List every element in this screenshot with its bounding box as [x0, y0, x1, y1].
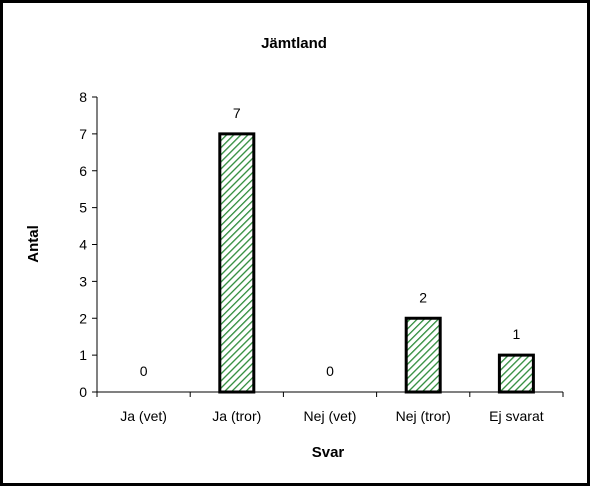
- data-label: 1: [513, 326, 521, 342]
- x-tick-label: Ja (vet): [120, 408, 167, 424]
- plot-area: 0 1 2 3 4 5 6 7 8 Ja (vet) Ja (tror) Nej (vet) Nej (…: [79, 89, 564, 424]
- x-tick-label: Nej (tror): [396, 408, 451, 424]
- y-tick-label: 3: [79, 273, 87, 289]
- x-tick-label: Nej (vet): [304, 408, 357, 424]
- y-axis-label: Antal: [25, 225, 42, 263]
- data-label: 0: [140, 363, 148, 379]
- bar: [218, 132, 256, 394]
- y-tick-label: 1: [79, 347, 87, 363]
- bar: [497, 353, 535, 394]
- data-label: 2: [419, 289, 427, 305]
- y-tick-label: 5: [79, 200, 87, 216]
- y-tick-label: 2: [79, 310, 87, 326]
- x-tick-label: Ja (tror): [212, 408, 261, 424]
- y-tick-label: 7: [79, 126, 87, 142]
- bar: [404, 316, 442, 394]
- chart-title: Jämtland: [261, 35, 327, 52]
- y-tick-label: 8: [79, 89, 87, 105]
- x-tick-label: Ej svarat: [489, 408, 544, 424]
- y-tick-label: 4: [79, 237, 87, 253]
- data-label: 7: [233, 105, 241, 121]
- y-tick-label: 6: [79, 163, 87, 179]
- y-tick-label: 0: [79, 384, 87, 400]
- data-label: 0: [326, 363, 334, 379]
- x-axis-label: Svar: [312, 444, 345, 461]
